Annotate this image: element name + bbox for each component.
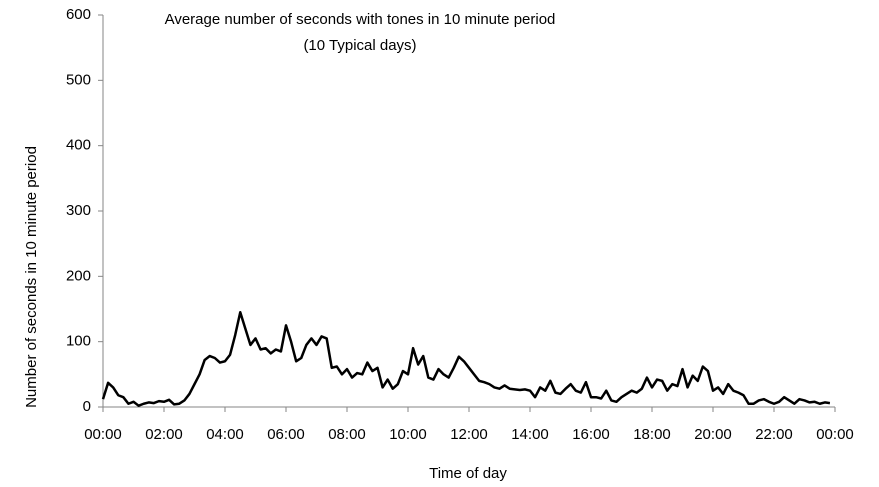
x-tick-label: 00:00 (816, 426, 854, 443)
y-tick-label: 200 (66, 267, 91, 284)
y-tick-label: 400 (66, 137, 91, 154)
y-tick-label: 500 (66, 71, 91, 88)
y-tick-label: 600 (66, 6, 91, 23)
x-tick-label: 12:00 (450, 426, 488, 443)
chart-subtitle: (10 Typical days) (303, 37, 416, 54)
x-tick-label: 08:00 (328, 426, 366, 443)
y-tick-label: 300 (66, 202, 91, 219)
x-tick-label: 04:00 (206, 426, 244, 443)
x-tick-label: 14:00 (511, 426, 549, 443)
x-tick-label: 06:00 (267, 426, 305, 443)
x-tick-label: 22:00 (755, 426, 793, 443)
data-line (101, 311, 831, 407)
x-tick-label: 20:00 (694, 426, 732, 443)
x-tick-label: 16:00 (572, 426, 610, 443)
x-tick-label: 02:00 (145, 426, 183, 443)
x-tick-label: 18:00 (633, 426, 671, 443)
y-axis-label: Number of seconds in 10 minute period (23, 146, 40, 408)
x-axis-label: Time of day (429, 465, 507, 482)
x-tick-label: 00:00 (84, 426, 122, 443)
y-tick-label: 100 (66, 333, 91, 350)
x-tick-label: 10:00 (389, 426, 427, 443)
y-tick-label: 0 (83, 398, 91, 415)
chart-title: Average number of seconds with tones in … (165, 11, 556, 28)
